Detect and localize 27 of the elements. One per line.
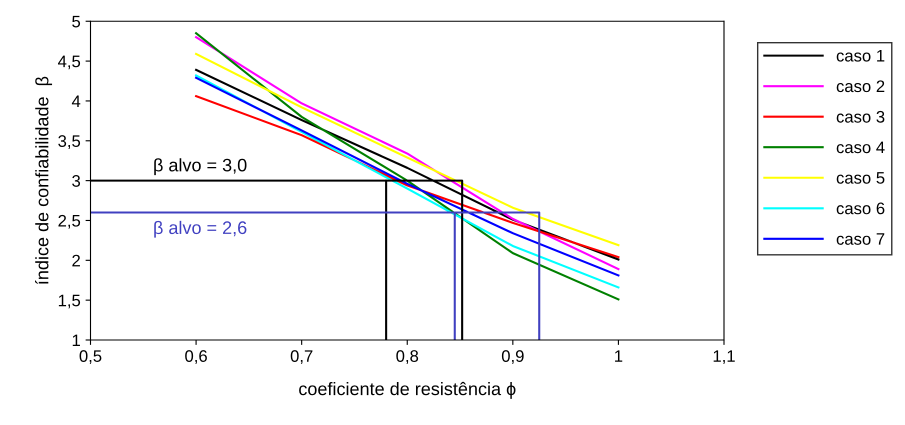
legend-label: caso 4 [836,142,885,154]
y-tick-label: 3 [72,175,80,187]
y-tick-label: 5 [72,16,80,28]
x-tick-label: 0,9 [502,350,524,364]
legend-label: caso 5 [836,172,884,184]
legend-label: caso 1 [836,50,884,62]
x-tick-label: 0,8 [396,350,418,364]
y-tick-label: 4,5 [58,56,80,70]
x-tick-label: 1 [615,350,622,362]
y-axis-title: índice de confiabilidade β [35,76,52,284]
legend-label: caso 2 [836,80,884,92]
x-tick-label: 1,1 [714,350,735,364]
y-tick-label: 4 [72,96,80,107]
x-tick-label: 0,6 [185,350,207,364]
x-axis-title: coeficiente de resistência ϕ [299,382,516,399]
x-tick-label: 0,5 [80,350,102,364]
legend-label: caso 7 [836,233,884,245]
legend-label: caso 3 [836,110,884,123]
y-tick-label: 2,5 [58,214,80,229]
annotation: β alvo = 3,0 [154,158,246,176]
y-tick-label: 1,5 [58,294,80,308]
y-tick-label: 1 [72,334,80,346]
y-tick-label: 2 [72,254,80,266]
annotation: β alvo = 2,6 [154,220,246,238]
y-tick-label: 3,5 [58,135,80,149]
x-tick-label: 0,7 [290,350,312,364]
legend-label: caso 6 [836,202,884,214]
